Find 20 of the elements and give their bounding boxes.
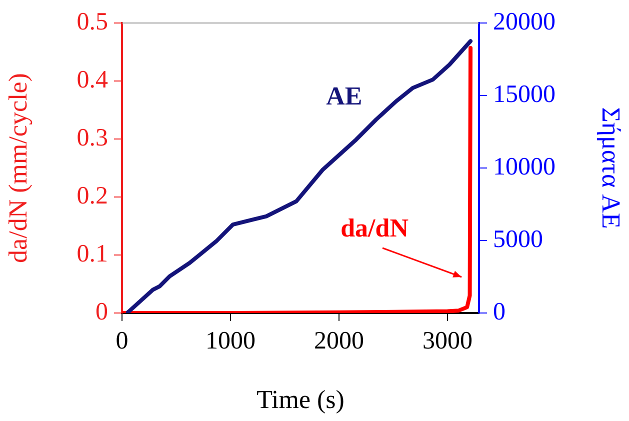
y-tick-label: 0.2 — [76, 182, 108, 210]
y-axis-title: da/dN (mm/cycle) — [3, 73, 32, 263]
y2-tick-label: 0 — [493, 298, 506, 326]
y-tick-label: 0.4 — [76, 66, 108, 94]
y-tick-label: 0 — [96, 298, 108, 326]
y2-axis-title: Σήματα AE — [596, 107, 626, 229]
y2-tick-label: 5000 — [493, 226, 543, 254]
x-tick-label: 1000 — [206, 328, 256, 355]
text: da/dN — [340, 214, 409, 243]
x-tick-label: 2000 — [314, 328, 364, 355]
x-axis-title: Time (s) — [256, 385, 344, 414]
series-label: AE — [326, 81, 362, 110]
y-tick-label: 0.1 — [76, 240, 108, 268]
x-tick-label: 3000 — [422, 328, 473, 355]
y2-tick-label: 15000 — [493, 81, 556, 108]
y2-tick-label: 20000 — [493, 8, 556, 36]
x-tick-label: 0 — [116, 328, 128, 355]
y2-tick-label: 10000 — [493, 154, 556, 181]
y-tick-label: 0.3 — [76, 124, 108, 152]
y-tick-label: 0.5 — [76, 8, 108, 36]
